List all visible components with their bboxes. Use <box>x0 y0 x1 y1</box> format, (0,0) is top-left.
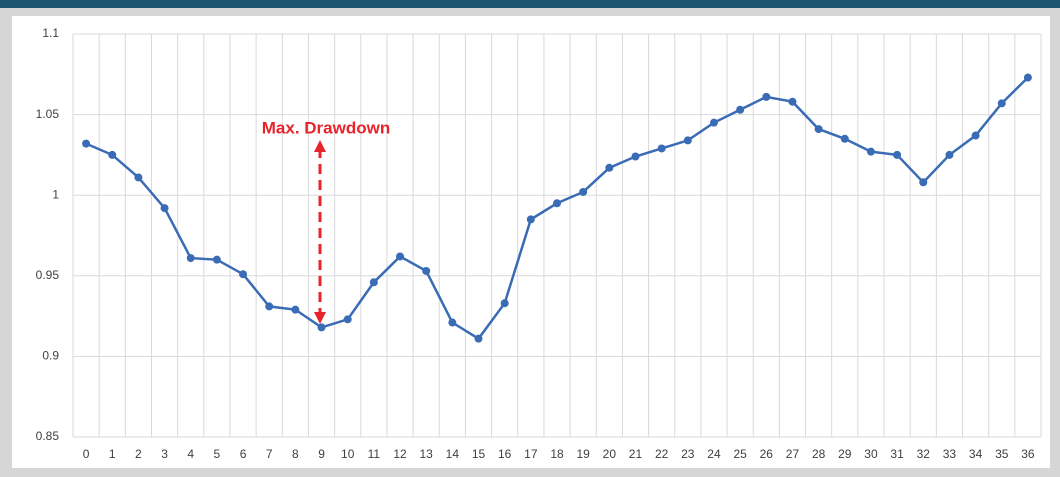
x-tick-label: 30 <box>864 447 878 461</box>
x-tick-label: 34 <box>969 447 983 461</box>
point <box>1023 73 1032 82</box>
point <box>788 97 797 106</box>
x-tick-label: 4 <box>187 447 194 461</box>
y-tick-label: 1.05 <box>36 107 60 121</box>
point <box>919 178 928 187</box>
chart-panel <box>12 16 1050 468</box>
point <box>631 152 640 161</box>
point <box>579 187 588 196</box>
y-tick-label: 1 <box>52 187 59 201</box>
y-tick-label: 1.1 <box>42 26 59 40</box>
x-tick-label: 7 <box>266 447 273 461</box>
x-tick-label: 6 <box>240 447 247 461</box>
point <box>448 318 457 327</box>
point <box>736 105 745 114</box>
point <box>239 270 248 279</box>
x-tick-label: 16 <box>498 447 512 461</box>
point <box>82 139 91 148</box>
x-tick-label: 22 <box>655 447 669 461</box>
y-tick-label: 0.85 <box>36 429 60 443</box>
x-tick-label: 1 <box>109 447 116 461</box>
x-tick-label: 18 <box>550 447 564 461</box>
point <box>997 99 1006 108</box>
point <box>186 254 195 263</box>
x-tick-label: 27 <box>786 447 800 461</box>
point <box>474 334 483 343</box>
point <box>553 199 561 208</box>
point <box>814 125 823 134</box>
x-tick-label: 2 <box>135 447 142 461</box>
x-tick-label: 5 <box>214 447 221 461</box>
x-tick-label: 0 <box>83 447 90 461</box>
x-tick-label: 17 <box>524 447 538 461</box>
point <box>108 150 117 159</box>
point <box>500 299 509 308</box>
point <box>134 173 143 182</box>
x-tick-label: 20 <box>603 447 617 461</box>
point <box>945 150 954 159</box>
point <box>683 136 692 145</box>
top-bar <box>0 0 1060 8</box>
point <box>657 144 666 153</box>
point <box>160 204 169 213</box>
point <box>422 266 431 275</box>
x-tick-label: 14 <box>446 447 460 461</box>
x-tick-label: 8 <box>292 447 299 461</box>
x-tick-label: 32 <box>917 447 931 461</box>
x-tick-label: 28 <box>812 447 826 461</box>
x-tick-label: 29 <box>838 447 852 461</box>
x-tick-label: 19 <box>576 447 590 461</box>
point <box>212 255 221 264</box>
x-tick-label: 12 <box>393 447 407 461</box>
x-tick-label: 25 <box>733 447 747 461</box>
x-tick-label: 15 <box>472 447 486 461</box>
point <box>317 323 326 332</box>
point <box>762 92 771 101</box>
point <box>526 215 535 224</box>
arrow-head <box>314 140 326 152</box>
x-tick-label: 21 <box>629 447 643 461</box>
point <box>605 163 614 172</box>
annotation: Max. Drawdown <box>262 118 390 137</box>
x-tick-label: 35 <box>995 447 1009 461</box>
x-tick-label: 36 <box>1021 447 1035 461</box>
x-tick-label: 23 <box>681 447 695 461</box>
x-tick-label: 33 <box>943 447 957 461</box>
x-tick-label: 11 <box>368 447 381 461</box>
x-tick-label: 24 <box>707 447 721 461</box>
point <box>369 278 378 287</box>
x-tick-label: 3 <box>161 447 168 461</box>
point <box>840 134 849 143</box>
x-tick-label: 10 <box>341 447 355 461</box>
point <box>971 131 980 140</box>
point <box>291 305 300 314</box>
y-tick-label: 0.9 <box>42 349 59 363</box>
y-tick-label: 0.95 <box>36 268 60 282</box>
x-tick-label: 31 <box>890 447 904 461</box>
x-tick-label: 26 <box>760 447 774 461</box>
point <box>343 315 352 324</box>
arrow-head <box>314 312 326 324</box>
point <box>893 150 902 159</box>
x-tick-label: 9 <box>318 447 325 461</box>
point <box>396 252 405 261</box>
point <box>866 147 875 156</box>
point <box>709 118 718 127</box>
point <box>265 302 274 311</box>
x-tick-label: 13 <box>420 447 434 461</box>
